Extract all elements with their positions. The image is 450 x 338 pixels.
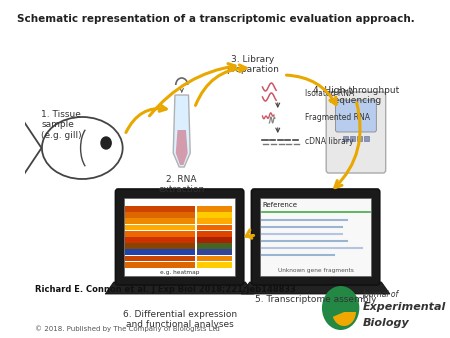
Text: 3. Library
preparation: 3. Library preparation [226,55,279,74]
Text: Isolated RNA: Isolated RNA [305,90,354,98]
Wedge shape [333,312,356,326]
Bar [125,224,195,230]
Bar [197,231,232,237]
Bar [125,231,195,237]
Bar [125,206,195,212]
Bar [343,136,348,141]
Bar [125,243,195,249]
Bar [125,262,195,267]
Circle shape [322,286,360,330]
Polygon shape [176,130,188,165]
FancyBboxPatch shape [260,198,371,276]
Text: Richard E. Connon et al. J Exp Biol 2018;221:jeb148833: Richard E. Connon et al. J Exp Biol 2018… [35,285,296,294]
Bar [197,243,232,249]
Circle shape [101,137,111,149]
Polygon shape [105,282,254,294]
Bar [197,206,232,212]
Bar [125,218,195,224]
Bar [197,212,232,218]
FancyBboxPatch shape [116,189,244,285]
Bar [197,224,232,230]
Polygon shape [241,282,390,294]
Bar [197,256,232,261]
Bar [125,256,195,261]
Text: Unknown gene fragments: Unknown gene fragments [278,268,354,273]
Text: Differential expression: Differential expression [146,200,213,205]
Text: Experimental: Experimental [363,302,446,312]
Text: Biology: Biology [363,318,410,328]
Text: 2. RNA
extraction: 2. RNA extraction [158,175,205,194]
FancyBboxPatch shape [124,198,235,276]
Bar [125,237,195,243]
Bar [197,237,232,243]
FancyBboxPatch shape [336,100,376,132]
Text: 6. Differential expression
and functional analyses: 6. Differential expression and functiona… [123,310,237,330]
Text: Journal of: Journal of [363,290,399,299]
Text: 5. Transcriptome assembly: 5. Transcriptome assembly [255,295,377,304]
Bar [125,249,195,255]
Bar [364,136,369,141]
Bar [350,136,355,141]
Polygon shape [173,95,190,167]
Bar [197,218,232,224]
Text: 1. Tissue
sample
(e.g. gill): 1. Tissue sample (e.g. gill) [41,110,82,140]
Text: 4. High-throughput
sequencing: 4. High-throughput sequencing [313,86,399,105]
FancyBboxPatch shape [252,189,380,285]
Bar [357,136,362,141]
Text: cDNA library: cDNA library [305,138,353,146]
Bar [197,249,232,255]
Text: Schematic representation of a transcriptomic evaluation approach.: Schematic representation of a transcript… [17,14,414,24]
Text: Fragmented RNA: Fragmented RNA [305,114,370,122]
Text: e.g. heatmap: e.g. heatmap [160,270,199,275]
Text: Reference: Reference [262,202,297,208]
Bar [197,262,232,267]
Text: © 2018. Published by The Company of Biologists Ltd: © 2018. Published by The Company of Biol… [35,325,220,332]
FancyBboxPatch shape [326,92,386,173]
Bar [125,212,195,218]
